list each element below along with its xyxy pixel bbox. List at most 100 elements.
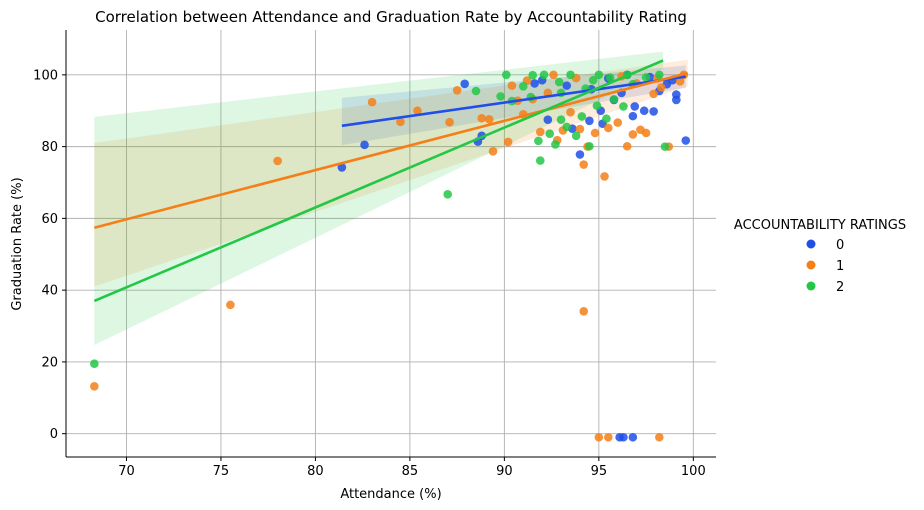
- data-point-1: [655, 432, 664, 442]
- confidence-band-0: [341, 65, 686, 146]
- data-point-1: [603, 123, 613, 133]
- data-point-1: [579, 160, 589, 169]
- data-point-1: [594, 432, 604, 442]
- data-point-1: [452, 85, 462, 95]
- data-point-2: [518, 82, 528, 91]
- data-point-2: [545, 129, 555, 138]
- confidence-band-2: [94, 51, 664, 346]
- x-tick-label: 85: [402, 464, 419, 479]
- data-point-0: [543, 115, 553, 125]
- data-point-1: [549, 70, 558, 80]
- data-point-1: [622, 141, 632, 151]
- data-point-1: [590, 128, 600, 138]
- confidence-band-1: [94, 59, 688, 287]
- y-axis-title: Graduation Rate (%): [10, 177, 25, 310]
- data-point-1: [273, 156, 282, 166]
- data-point-0: [628, 111, 638, 121]
- data-point-1: [603, 432, 613, 442]
- data-point-1: [226, 300, 235, 310]
- data-point-2: [90, 359, 99, 369]
- regression-line-2: [93, 59, 664, 303]
- data-point-2: [594, 70, 604, 80]
- data-point-0: [649, 107, 658, 116]
- x-axis-title: Attendance (%): [340, 487, 441, 502]
- data-point-0: [639, 106, 649, 116]
- data-point-1: [413, 106, 422, 116]
- legend-marker-1: [806, 260, 816, 270]
- legend-marker-0: [806, 239, 816, 249]
- data-point-1: [445, 117, 454, 127]
- data-point-0: [360, 140, 369, 150]
- data-point-1: [503, 137, 513, 147]
- y-tick-label: 60: [41, 212, 58, 227]
- data-point-2: [566, 70, 575, 80]
- y-tick-label: 100: [33, 68, 58, 83]
- data-point-1: [656, 83, 666, 92]
- data-point-2: [471, 86, 481, 96]
- data-point-1: [90, 382, 99, 391]
- data-point-0: [337, 163, 347, 172]
- data-point-0: [575, 150, 585, 159]
- data-point-0: [460, 79, 469, 89]
- y-tick-label: 0: [50, 427, 58, 442]
- data-point-2: [588, 75, 598, 85]
- plot-area: 70 75 80 85 90 95 100 0 20 40 60 80 100: [33, 30, 716, 479]
- data-point-2: [501, 70, 511, 80]
- legend: ACCOUNTABILITY RATINGS 0 1 2: [734, 218, 906, 295]
- data-point-0: [585, 116, 594, 126]
- data-point-2: [551, 140, 560, 149]
- data-point-2: [535, 156, 545, 165]
- data-point-2: [534, 136, 543, 146]
- data-point-1: [613, 118, 623, 127]
- data-point-2: [592, 101, 602, 111]
- data-point-0: [681, 136, 691, 145]
- data-point-1: [396, 117, 405, 127]
- data-point-2: [554, 77, 564, 87]
- chart-title: Correlation between Attendance and Gradu…: [95, 8, 687, 26]
- data-point-0: [628, 432, 638, 442]
- data-point-1: [600, 172, 609, 181]
- data-point-0: [619, 432, 628, 442]
- regression-line-0: [341, 75, 686, 128]
- y-tick-label: 80: [41, 140, 58, 155]
- data-point-0: [530, 79, 539, 88]
- data-point-1: [477, 113, 486, 123]
- data-point-2: [528, 70, 538, 80]
- data-point-1: [579, 307, 589, 316]
- data-point-1: [628, 130, 638, 139]
- data-point-2: [619, 102, 628, 111]
- data-point-0: [672, 95, 681, 105]
- data-point-2: [443, 190, 452, 199]
- legend-label-2: 2: [836, 280, 844, 295]
- legend-marker-2: [806, 281, 816, 291]
- data-point-2: [602, 114, 611, 123]
- legend-label-1: 1: [836, 259, 844, 274]
- data-point-1: [575, 124, 585, 134]
- data-point-1: [566, 107, 575, 117]
- data-point-2: [605, 73, 615, 83]
- data-point-0: [630, 102, 640, 111]
- y-tick-label: 40: [41, 284, 58, 299]
- data-point-1: [484, 115, 494, 124]
- y-tick-label: 20: [41, 355, 58, 370]
- data-point-1: [649, 89, 658, 99]
- data-point-2: [585, 141, 594, 151]
- data-point-1: [507, 81, 517, 90]
- x-tick-label: 95: [591, 464, 608, 479]
- data-point-2: [577, 112, 587, 121]
- x-tick-label: 70: [118, 464, 135, 479]
- data-point-1: [675, 77, 685, 86]
- data-point-2: [562, 122, 572, 132]
- data-point-1: [367, 97, 377, 107]
- data-point-2: [609, 94, 619, 104]
- x-tick-label: 90: [496, 464, 513, 479]
- data-point-2: [641, 73, 651, 82]
- data-point-0: [562, 81, 572, 90]
- data-point-2: [556, 115, 566, 125]
- data-point-2: [539, 70, 549, 80]
- data-point-2: [496, 92, 505, 101]
- legend-label-0: 0: [836, 238, 844, 253]
- data-point-2: [655, 70, 664, 80]
- legend-title: ACCOUNTABILITY RATINGS: [734, 218, 906, 233]
- x-tick-label: 100: [681, 464, 706, 479]
